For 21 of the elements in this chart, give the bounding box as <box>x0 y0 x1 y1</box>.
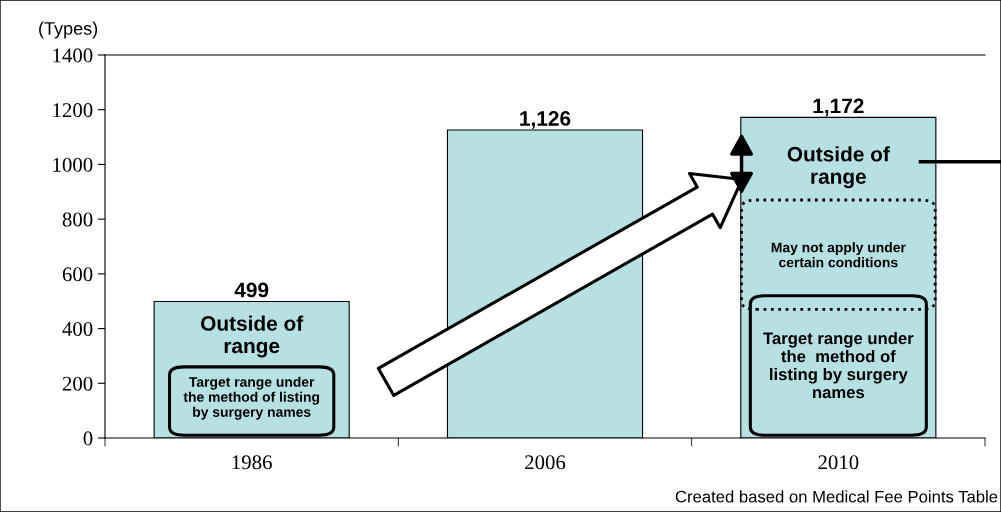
y-tick-label: 1200 <box>53 103 93 118</box>
annotation: Target range under the method of listing by surgery names <box>183 376 320 420</box>
y-tick-label: 1000 <box>53 157 93 172</box>
y-tick-label: 0 <box>83 431 93 446</box>
x-tick-label: 2006 <box>525 455 566 470</box>
data-label: 1,172 <box>813 98 864 117</box>
annotation: Outside of range <box>201 315 304 358</box>
annotation: May not apply under certain conditions <box>771 242 906 268</box>
y-tick-label: 200 <box>62 376 93 391</box>
y-tick-label: 400 <box>62 321 93 336</box>
y-tick-label: 600 <box>62 267 93 282</box>
annotation: Outside of range <box>787 146 890 189</box>
data-label: 1,126 <box>520 111 571 129</box>
y-tick-label: 1400 <box>53 48 93 63</box>
x-tick-label: 2010 <box>818 455 859 470</box>
y-axis-title: (Types) <box>39 21 98 39</box>
y-tick-label: 800 <box>62 212 93 227</box>
annotation: Target range under the method of listing by surgery names <box>763 331 914 399</box>
text: Created based on Medical Fee Points Table <box>675 490 998 503</box>
data-label: 499 <box>234 282 269 298</box>
x-tick-label: 1986 <box>232 455 272 470</box>
